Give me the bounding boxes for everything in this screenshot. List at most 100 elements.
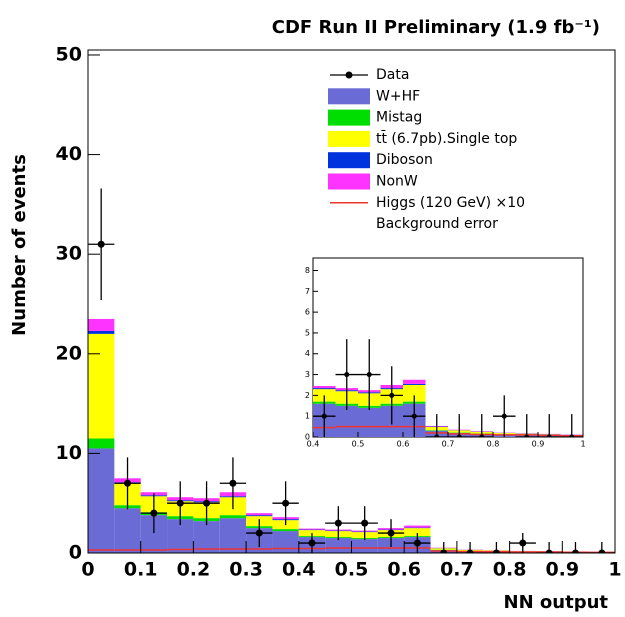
histogram-segment (358, 408, 381, 437)
histogram-segment (313, 386, 336, 388)
histogram-segment (272, 529, 298, 531)
data-point (502, 414, 507, 419)
histogram-segment (291, 362, 314, 366)
histogram-segment (220, 518, 246, 553)
histogram-segment (201, 320, 224, 326)
histogram-segment (133, 198, 156, 219)
data-point (388, 530, 395, 537)
data-point (308, 540, 315, 547)
histogram-segment (201, 327, 224, 329)
legend-label: Diboson (376, 152, 433, 168)
x-tick-label: 0.8 (493, 559, 527, 581)
histogram-segment (268, 358, 291, 360)
x-tick-label: 0.7 (442, 440, 455, 449)
histogram-segment (223, 364, 246, 370)
data-point (547, 435, 552, 440)
histogram-segment (325, 538, 351, 553)
x-tick-label: 1 (580, 440, 585, 449)
histogram-segment (193, 521, 219, 553)
legend-swatch (346, 72, 353, 79)
histogram-segment (223, 331, 246, 364)
data-point (164, 289, 169, 294)
histogram-segment (178, 310, 201, 316)
histogram-segment (268, 385, 291, 437)
histogram-segment (313, 388, 336, 389)
histogram-segment (156, 337, 179, 343)
y-tick-label: 7 (305, 287, 310, 296)
data-point (524, 435, 529, 440)
histogram-segment (404, 526, 430, 528)
histogram-segment (201, 329, 224, 360)
data-point (203, 500, 210, 507)
histogram-segment (246, 318, 269, 320)
data-point (299, 330, 304, 335)
x-tick-label: 0.9 (545, 559, 579, 581)
histogram-segment (88, 438, 114, 448)
data-point (569, 435, 574, 440)
histogram-segment (88, 319, 114, 331)
data-point (124, 480, 131, 487)
y-tick-label: 30 (56, 243, 82, 265)
y-tick-label: 20 (56, 342, 82, 364)
data-point (254, 289, 259, 294)
data-point (414, 540, 421, 547)
legend-label: Data (376, 67, 409, 83)
histogram-segment (246, 310, 269, 318)
legend-label: tt̄ (6.7pb).Single top (376, 129, 517, 147)
data-point (412, 414, 417, 419)
histogram-segment (268, 381, 291, 385)
data-point (389, 393, 394, 398)
histogram-segment (201, 360, 224, 366)
y-tick-label: 10 (56, 442, 82, 464)
histogram-segment (156, 281, 179, 289)
histogram-segment (133, 0, 156, 198)
x-tick-label: 0.3 (229, 559, 263, 581)
data-point (282, 500, 289, 507)
histogram-segment (220, 515, 246, 518)
histogram-segment (133, 218, 156, 437)
x-tick-label: 0.4 (282, 559, 316, 581)
data-point (256, 530, 263, 537)
histogram-segment (223, 370, 246, 437)
data-point (434, 435, 439, 440)
x-tick-label: 0.5 (335, 559, 369, 581)
data-point (150, 510, 157, 517)
x-tick-label: 0.6 (387, 559, 421, 581)
data-point (209, 330, 214, 335)
histogram-segment (246, 364, 269, 437)
legend-label: Background error (376, 216, 498, 232)
x-tick-label: 0.8 (487, 440, 500, 449)
histogram-segment (352, 539, 378, 553)
y-tick-label: 3 (305, 370, 310, 379)
histogram-segment (88, 331, 114, 334)
histogram-segment (268, 360, 291, 381)
legend-label: Mistag (376, 110, 422, 126)
histogram-segment (223, 323, 246, 329)
data-point (519, 540, 526, 547)
legend-swatch (328, 88, 370, 104)
y-tick-label: 5 (305, 328, 310, 337)
histogram-segment (246, 513, 272, 515)
histogram-segment (114, 508, 140, 553)
data-point (187, 351, 192, 356)
chart-title: CDF Run II Preliminary (1.9 fb⁻¹) (272, 17, 600, 38)
histogram-segment (246, 515, 272, 516)
histogram-segment (246, 358, 269, 364)
y-axis-label: Number of events (9, 154, 30, 336)
data-point (98, 241, 105, 248)
y-tick-label: 2 (305, 391, 310, 400)
histogram-segment (88, 448, 114, 553)
histogram-segment (156, 291, 179, 337)
data-point (177, 500, 184, 507)
legend-swatch (328, 152, 370, 168)
histogram-segment (272, 531, 298, 553)
x-tick-label: 0.2 (177, 559, 211, 581)
data-point (344, 372, 349, 377)
x-tick-label: 0.9 (532, 440, 545, 449)
legend-label: W+HF (376, 88, 420, 104)
y-tick-label: 8 (305, 266, 310, 275)
legend-swatch (328, 174, 370, 190)
histogram-segment (336, 406, 359, 437)
histogram-segment (88, 334, 114, 439)
